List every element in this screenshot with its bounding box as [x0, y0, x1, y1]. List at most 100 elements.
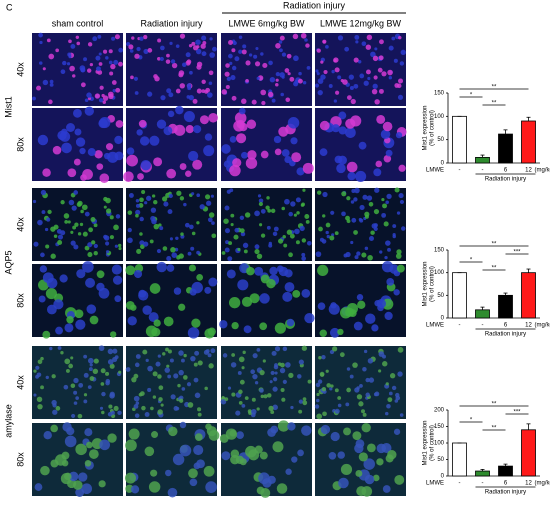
cell — [55, 326, 63, 335]
micrograph — [32, 261, 123, 339]
y-tick-label: 150 — [434, 91, 445, 97]
cell — [189, 224, 194, 230]
x-group-label: LMWE — [426, 481, 444, 487]
cell — [170, 59, 176, 64]
cell — [55, 48, 59, 53]
cell — [359, 73, 365, 79]
bar — [452, 115, 467, 164]
cell — [376, 458, 384, 466]
cell — [299, 225, 305, 232]
cell — [139, 36, 144, 41]
cell — [393, 58, 398, 63]
significance-label: * — [470, 93, 473, 99]
cell — [64, 472, 72, 481]
cell — [57, 234, 64, 240]
cell — [270, 410, 275, 415]
cell — [188, 264, 196, 272]
cell — [37, 403, 43, 410]
significance-label: ** — [492, 242, 497, 248]
cell — [103, 152, 111, 160]
cell — [297, 78, 303, 84]
cell — [118, 61, 123, 67]
cell — [141, 405, 146, 411]
marker-label: AQP5 — [3, 250, 13, 274]
cell — [78, 472, 88, 482]
cell — [84, 211, 90, 217]
cell — [230, 223, 234, 227]
cell — [208, 70, 214, 76]
panel-label: C — [6, 2, 13, 12]
cell — [242, 242, 249, 249]
x-group-label: LMWE — [426, 323, 444, 329]
cell — [78, 382, 84, 388]
cell — [350, 240, 354, 245]
micrograph — [32, 422, 123, 497]
cell — [220, 398, 227, 405]
cell — [191, 41, 196, 46]
cell — [301, 345, 307, 351]
cell — [187, 86, 192, 91]
cell — [207, 353, 212, 358]
cell — [188, 150, 199, 162]
cell — [224, 228, 231, 234]
cell — [193, 125, 202, 134]
significance-label: ** — [492, 426, 497, 432]
cell — [70, 230, 74, 234]
cell — [304, 312, 315, 324]
cell — [275, 83, 279, 87]
cell — [33, 393, 37, 397]
cell — [362, 194, 368, 200]
cell — [374, 187, 380, 193]
cell — [260, 233, 266, 238]
cell — [354, 34, 360, 40]
cell — [271, 350, 277, 356]
cell — [75, 137, 86, 147]
cell — [71, 205, 77, 211]
cell — [243, 325, 252, 334]
cell — [376, 443, 387, 454]
cell — [225, 85, 230, 90]
cell — [396, 249, 402, 255]
cell — [46, 217, 51, 222]
cell — [353, 230, 358, 235]
cell — [192, 159, 203, 170]
cell — [145, 358, 149, 362]
cell — [287, 422, 296, 431]
cell — [169, 41, 173, 46]
cell — [133, 373, 139, 379]
cell — [135, 213, 139, 218]
cell — [147, 387, 152, 392]
cell — [253, 54, 258, 59]
cell — [262, 359, 266, 363]
cell — [210, 194, 214, 198]
cell — [267, 208, 272, 213]
cell — [361, 41, 367, 46]
cell — [382, 485, 391, 493]
cell — [262, 478, 272, 488]
cell — [199, 204, 205, 210]
cell — [133, 269, 143, 279]
cell — [358, 217, 362, 222]
cell — [135, 209, 141, 215]
cell — [152, 194, 156, 198]
cell — [90, 217, 96, 222]
cell — [75, 443, 87, 456]
cell — [231, 353, 236, 357]
cell — [33, 241, 39, 247]
cell — [96, 163, 104, 171]
cell — [185, 170, 192, 177]
cell — [87, 148, 96, 157]
cell — [98, 98, 104, 103]
cell — [166, 255, 172, 261]
cell — [34, 483, 43, 491]
bar — [521, 120, 536, 164]
cell — [104, 235, 110, 241]
cell — [260, 52, 264, 56]
cell — [170, 247, 176, 253]
cell — [248, 449, 260, 461]
cell — [366, 34, 373, 41]
cell — [189, 70, 193, 75]
cell — [66, 426, 75, 436]
cell — [230, 75, 236, 81]
cell — [178, 369, 184, 376]
